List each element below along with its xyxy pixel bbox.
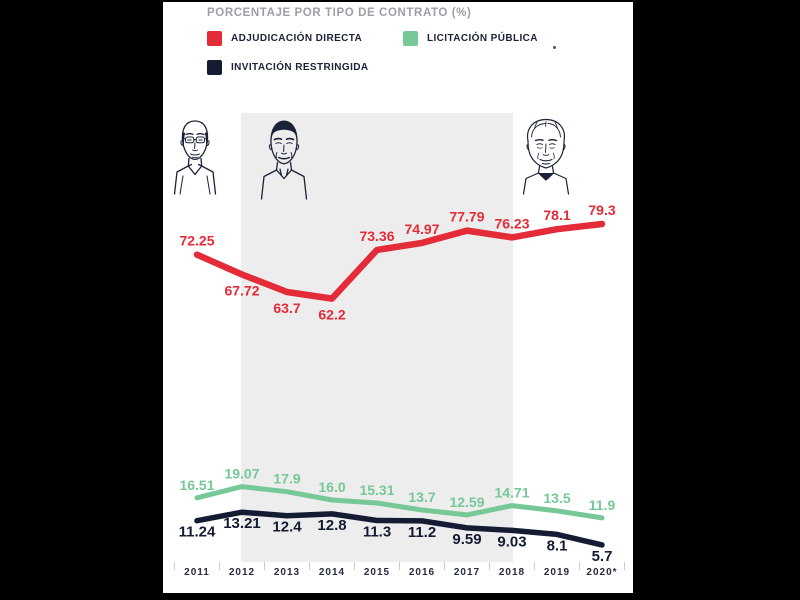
legend-label: LICITACIÓN PÚBLICA: [427, 33, 538, 44]
green-swatch-icon: [403, 31, 418, 46]
data-label-adjudicacion-directa-2016: 74.97: [404, 221, 439, 237]
x-axis-label-2016: 2016: [409, 567, 435, 578]
data-label-licitacion-publica-2016: 13.7: [408, 489, 435, 505]
data-label-licitacion-publica-2017: 12.59: [449, 494, 484, 510]
data-label-licitacion-publica-2012: 19.07: [224, 466, 259, 482]
chart-title: PORCENTAJE POR TIPO DE CONTRATO (%): [207, 7, 472, 19]
legend-item-invitacion-restringida: INVITACIÓN RESTRINGIDA: [207, 60, 369, 75]
data-label-licitacion-publica-2015: 15.31: [359, 482, 394, 498]
data-label-licitacion-publica-2014: 16.0: [318, 479, 345, 495]
data-label-adjudicacion-directa-2011: 72.25: [179, 233, 214, 249]
x-axis-label-2017: 2017: [454, 567, 480, 578]
data-label-invitacion-restringida-2017: 9.59: [452, 531, 481, 548]
data-label-adjudicacion-directa-2014: 62.2: [318, 307, 345, 323]
x-axis-label-2020-: 2020*: [586, 567, 617, 578]
data-label-invitacion-restringida-2012: 13.21: [223, 515, 261, 532]
series-line-licitacion-publica: [194, 484, 605, 521]
portrait-amlo-icon: [517, 114, 575, 195]
portrait-pena-nieto-icon: [257, 114, 311, 200]
data-label-invitacion-restringida-2018: 9.03: [497, 533, 526, 550]
data-label-adjudicacion-directa-2019: 78.1: [543, 207, 570, 223]
data-label-licitacion-publica-2020*: 11.9: [589, 497, 616, 513]
infographic-panel: PORCENTAJE POR TIPO DE CONTRATO (%) ADJU…: [163, 2, 633, 593]
navy-swatch-icon: [207, 60, 222, 75]
data-label-adjudicacion-directa-2020*: 79.3: [588, 202, 615, 218]
x-axis-label-2011: 2011: [184, 567, 210, 578]
x-axis-label-2018: 2018: [499, 567, 525, 578]
x-axis-label-2013: 2013: [274, 567, 300, 578]
stray-mark: [553, 46, 556, 49]
line-chart: 2011 2012 2013 2014 2015 2016 2017 2018 2019 2020…: [174, 113, 625, 578]
data-label-licitacion-publica-2019: 13.5: [543, 490, 570, 506]
data-label-licitacion-publica-2011: 16.51: [179, 477, 214, 493]
data-label-licitacion-publica-2018: 14.71: [494, 485, 529, 501]
x-axis-label-2019: 2019: [544, 567, 570, 578]
portrait-calderon-icon: [170, 112, 220, 195]
data-label-licitacion-publica-2013: 17.9: [273, 471, 300, 487]
data-label-invitacion-restringida-2016: 11.2: [408, 524, 436, 541]
x-axis-label-2014: 2014: [319, 567, 345, 578]
data-label-invitacion-restringida-2014: 12.8: [317, 517, 346, 534]
legend-item-adjudicacion-directa: ADJUDICACIÓN DIRECTA: [207, 31, 362, 46]
legend-item-licitacion-publica: LICITACIÓN PÚBLICA: [403, 31, 538, 46]
data-label-invitacion-restringida-2020*: 5.7: [592, 548, 613, 565]
legend-label: INVITACIÓN RESTRINGIDA: [231, 62, 369, 73]
data-label-invitacion-restringida-2019: 8.1: [547, 537, 568, 554]
data-label-invitacion-restringida-2011: 11.24: [179, 524, 216, 541]
data-label-adjudicacion-directa-2012: 67.72: [224, 283, 259, 299]
highlight-region-2012-2018: [241, 113, 513, 562]
x-axis-label-2015: 2015: [364, 567, 390, 578]
legend-label: ADJUDICACIÓN DIRECTA: [231, 33, 363, 44]
x-axis-label-2012: 2012: [229, 567, 255, 578]
series-line-adjudicacion-directa: [193, 220, 606, 302]
red-swatch-icon: [207, 31, 222, 46]
data-label-invitacion-restringida-2015: 11.3: [363, 524, 391, 541]
data-label-adjudicacion-directa-2018: 76.23: [494, 215, 529, 231]
data-label-adjudicacion-directa-2017: 77.79: [449, 209, 484, 225]
data-label-invitacion-restringida-2013: 12.4: [272, 519, 302, 536]
series-line-invitacion-restringida: [194, 509, 605, 548]
data-label-adjudicacion-directa-2013: 63.7: [273, 300, 300, 316]
data-label-adjudicacion-directa-2015: 73.36: [359, 228, 394, 244]
